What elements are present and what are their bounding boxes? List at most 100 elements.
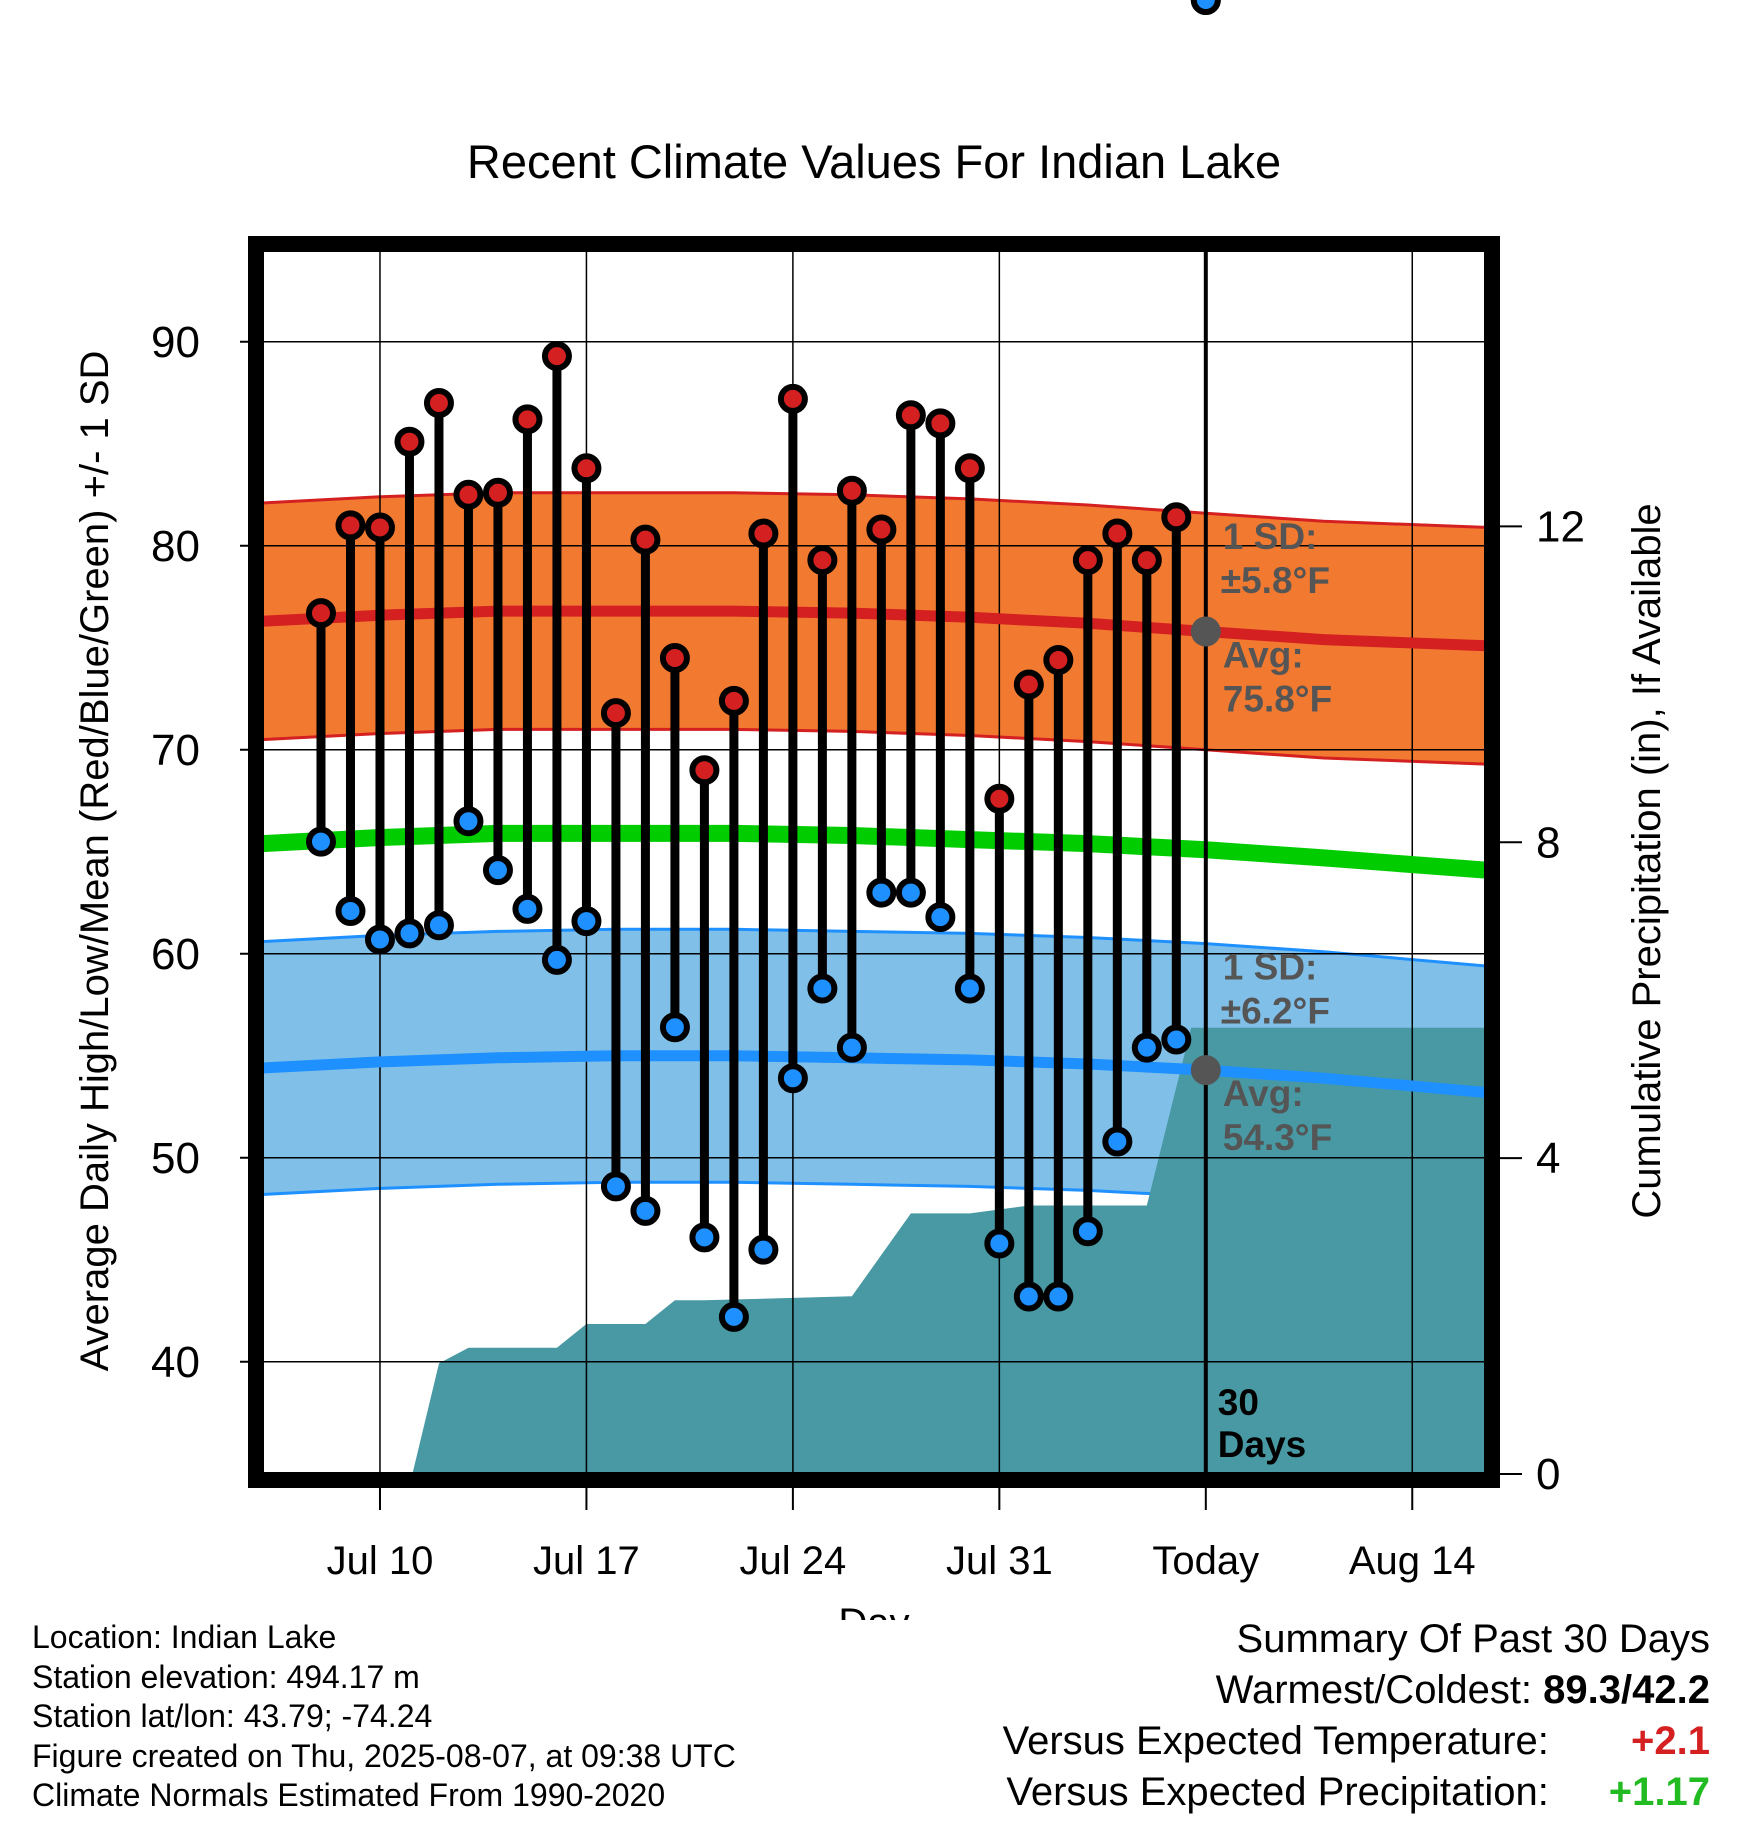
y-tick-label: 80 xyxy=(151,522,200,571)
daily-high-point xyxy=(1013,669,1044,700)
daily-high-point xyxy=(659,643,690,673)
location-text: Location: Indian Lake xyxy=(32,1619,337,1655)
daily-high-point xyxy=(1043,645,1074,676)
today-days-word: Days xyxy=(1218,1424,1306,1465)
daily-high-point xyxy=(836,475,867,506)
today-days-number: 30 xyxy=(1218,1382,1259,1423)
y-tick-label: 60 xyxy=(151,930,200,979)
low-sd-label: 1 SD: xyxy=(1223,947,1318,988)
daily-low-point xyxy=(718,1301,749,1332)
x-tick-label: Jul 10 xyxy=(327,1539,434,1583)
low-avg-value: 54.3°F xyxy=(1223,1117,1332,1158)
precip-label: Versus Expected Precipitation: xyxy=(1006,1770,1549,1814)
daily-high-point xyxy=(394,426,425,457)
daily-low-point xyxy=(482,855,513,886)
daily-high-point xyxy=(807,545,838,576)
x-tick-label: Today xyxy=(1152,1539,1259,1583)
today-low-avg-marker xyxy=(1190,1055,1221,1086)
temp-label: Versus Expected Temperature: xyxy=(1002,1719,1549,1763)
high-avg-label: Avg: xyxy=(1223,634,1304,675)
daily-low-point xyxy=(394,918,425,949)
y2-tick-label: 0 xyxy=(1536,1450,1560,1499)
y-axis-label: Average Daily High/Low/Mean (Red/Blue/Gr… xyxy=(73,351,117,1372)
daily-high-point xyxy=(984,783,1015,814)
daily-low-point xyxy=(423,910,454,941)
summary-title: Summary Of Past 30 Days xyxy=(1236,1617,1710,1661)
x-tick-label: Jul 24 xyxy=(740,1539,847,1583)
y2-tick-label: 12 xyxy=(1536,502,1585,551)
daily-high-point xyxy=(512,404,543,435)
summary-temperature: Versus Expected Temperature: +2.1 xyxy=(1003,1716,1710,1767)
daily-low-point xyxy=(1072,1216,1103,1247)
daily-high-point xyxy=(777,383,808,414)
daily-low-point xyxy=(1102,1126,1133,1157)
daily-high-point xyxy=(630,524,661,555)
daily-low-point xyxy=(1131,1032,1162,1063)
x-tick-label: Jul 17 xyxy=(533,1539,640,1583)
x-tick-label: Aug 14 xyxy=(1349,1539,1476,1583)
daily-high-point xyxy=(364,512,395,543)
daily-low-point xyxy=(1190,0,1221,15)
precip-value: +1.17 xyxy=(1608,1770,1710,1814)
daily-low-point xyxy=(335,895,366,926)
daily-high-point xyxy=(925,408,956,439)
y-tick-label: 50 xyxy=(151,1134,200,1183)
warm-cold-label: Warmest/Coldest: xyxy=(1215,1668,1533,1712)
daily-high-point xyxy=(1072,545,1103,576)
y-tick-label: 40 xyxy=(151,1338,200,1387)
daily-high-point xyxy=(541,341,572,372)
y2-tick-label: 4 xyxy=(1536,1134,1560,1183)
daily-low-point xyxy=(836,1032,867,1063)
daily-low-point xyxy=(1161,1024,1192,1055)
high-sd-value: ±5.8°F xyxy=(1221,560,1330,601)
created-text: Figure created on Thu, 2025-08-07, at 09… xyxy=(32,1737,736,1774)
daily-low-point xyxy=(925,902,956,933)
high-sd-label: 1 SD: xyxy=(1223,516,1318,557)
daily-low-point xyxy=(777,1063,808,1094)
daily-low-point xyxy=(364,924,395,955)
y-tick-label: 70 xyxy=(151,726,200,775)
y-tick-label: 90 xyxy=(151,318,200,367)
summary-panel: Summary Of Past 30 Days Warmest/Coldest:… xyxy=(1003,1614,1710,1818)
daily-high-point xyxy=(423,388,454,418)
daily-low-point xyxy=(1013,1281,1044,1312)
daily-high-point xyxy=(895,400,926,431)
daily-low-point xyxy=(305,826,336,857)
low-sd-value: ±6.2°F xyxy=(1221,991,1330,1032)
daily-high-point xyxy=(1161,502,1192,533)
daily-high-point xyxy=(335,510,366,541)
daily-low-point xyxy=(748,1234,779,1265)
station-info: Location: Indian Lake Station elevation:… xyxy=(32,1618,736,1816)
daily-low-point xyxy=(512,893,543,924)
x-axis-label: Day xyxy=(838,1601,909,1620)
mean-avg-line xyxy=(262,824,1486,879)
latlon-text: Station lat/lon: 43.79; -74.24 xyxy=(32,1698,433,1734)
daily-high-point xyxy=(954,453,985,484)
warm-cold-value: 89.3/42.2 xyxy=(1543,1668,1710,1712)
daily-low-point xyxy=(866,877,897,908)
daily-high-point xyxy=(1131,545,1162,576)
x-tick-label: Jul 31 xyxy=(946,1539,1053,1583)
summary-warm-cold: Warmest/Coldest: 89.3/42.2 xyxy=(1003,1665,1710,1716)
temp-value: +2.1 xyxy=(1631,1719,1710,1763)
daily-high-point xyxy=(866,514,897,545)
daily-high-point xyxy=(453,479,484,510)
daily-low-point xyxy=(600,1171,631,1202)
daily-low-point xyxy=(630,1195,661,1226)
daily-high-point xyxy=(748,518,779,549)
daily-high-point xyxy=(600,698,631,729)
daily-low-point xyxy=(453,806,484,837)
daily-high-point xyxy=(482,477,513,508)
climate-chart: Recent Climate Values For Indian Lake 40… xyxy=(73,0,1669,1620)
daily-high-point xyxy=(1102,518,1133,549)
daily-low-point xyxy=(689,1222,720,1253)
y2-tick-label: 8 xyxy=(1536,818,1560,867)
high-avg-value: 75.8°F xyxy=(1223,678,1332,719)
plot-frame xyxy=(248,236,1500,1488)
daily-low-point xyxy=(541,944,572,975)
daily-low-point xyxy=(1043,1281,1074,1312)
daily-low-point xyxy=(895,877,926,908)
daily-low-point xyxy=(807,973,838,1004)
daily-high-point xyxy=(571,453,602,484)
daily-low-point xyxy=(984,1228,1015,1259)
